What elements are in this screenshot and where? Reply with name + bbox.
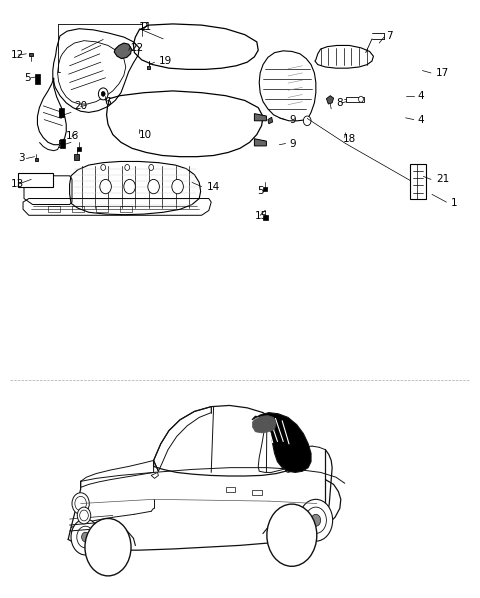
- Circle shape: [77, 526, 94, 548]
- Polygon shape: [252, 490, 262, 495]
- Text: 19: 19: [158, 56, 172, 66]
- Circle shape: [125, 164, 130, 170]
- Circle shape: [101, 91, 105, 96]
- Polygon shape: [35, 158, 38, 161]
- Text: 6: 6: [105, 97, 111, 106]
- Circle shape: [82, 532, 89, 542]
- Circle shape: [85, 518, 131, 576]
- Circle shape: [148, 179, 159, 194]
- Text: 3: 3: [18, 154, 25, 163]
- Polygon shape: [29, 53, 33, 56]
- Circle shape: [303, 116, 311, 126]
- Polygon shape: [60, 139, 65, 148]
- Circle shape: [75, 496, 86, 511]
- Polygon shape: [263, 215, 268, 220]
- Circle shape: [172, 179, 183, 194]
- Polygon shape: [410, 164, 426, 199]
- Polygon shape: [252, 413, 311, 472]
- Polygon shape: [263, 187, 267, 191]
- Text: 20: 20: [74, 102, 87, 111]
- Text: 4: 4: [418, 115, 424, 124]
- Circle shape: [359, 96, 363, 102]
- Text: 17: 17: [436, 68, 449, 78]
- Text: 1: 1: [451, 199, 458, 208]
- Circle shape: [99, 536, 117, 558]
- Polygon shape: [326, 96, 334, 104]
- Polygon shape: [254, 114, 266, 121]
- Circle shape: [92, 527, 124, 567]
- Circle shape: [299, 499, 333, 541]
- Text: 18: 18: [343, 134, 357, 144]
- Circle shape: [305, 507, 326, 533]
- Text: 13: 13: [11, 179, 24, 189]
- Polygon shape: [254, 139, 266, 146]
- Text: 7: 7: [386, 31, 393, 41]
- Circle shape: [282, 523, 301, 547]
- Circle shape: [80, 510, 88, 521]
- Text: 15: 15: [254, 212, 268, 221]
- Polygon shape: [35, 74, 40, 84]
- Text: 8: 8: [336, 98, 343, 108]
- Polygon shape: [114, 43, 132, 59]
- Text: 5: 5: [58, 110, 64, 120]
- Polygon shape: [59, 108, 64, 117]
- Text: 4: 4: [418, 91, 424, 100]
- Circle shape: [311, 514, 321, 526]
- Text: 10: 10: [139, 130, 152, 139]
- Circle shape: [71, 519, 100, 555]
- Circle shape: [101, 164, 106, 170]
- Polygon shape: [151, 472, 158, 478]
- Circle shape: [275, 514, 309, 557]
- Polygon shape: [252, 416, 276, 433]
- Text: 5: 5: [257, 187, 264, 196]
- Text: 5: 5: [24, 73, 31, 83]
- Text: 9: 9: [289, 115, 296, 124]
- Circle shape: [149, 164, 154, 170]
- Circle shape: [77, 507, 91, 524]
- Text: 11: 11: [139, 22, 153, 32]
- Circle shape: [267, 504, 317, 566]
- Polygon shape: [268, 117, 273, 124]
- Text: 22: 22: [131, 43, 144, 53]
- Polygon shape: [18, 173, 53, 187]
- Text: 14: 14: [206, 182, 220, 191]
- Polygon shape: [77, 147, 81, 151]
- Polygon shape: [147, 66, 150, 69]
- Text: 2: 2: [142, 22, 148, 32]
- Text: 16: 16: [66, 132, 80, 141]
- Polygon shape: [74, 154, 79, 160]
- Circle shape: [100, 179, 111, 194]
- Text: 9: 9: [289, 139, 296, 148]
- Polygon shape: [226, 487, 235, 492]
- Text: 21: 21: [436, 175, 449, 184]
- Circle shape: [124, 179, 135, 194]
- Circle shape: [72, 493, 89, 514]
- Text: 12: 12: [11, 50, 24, 60]
- Circle shape: [98, 88, 108, 100]
- Text: 5: 5: [58, 140, 64, 150]
